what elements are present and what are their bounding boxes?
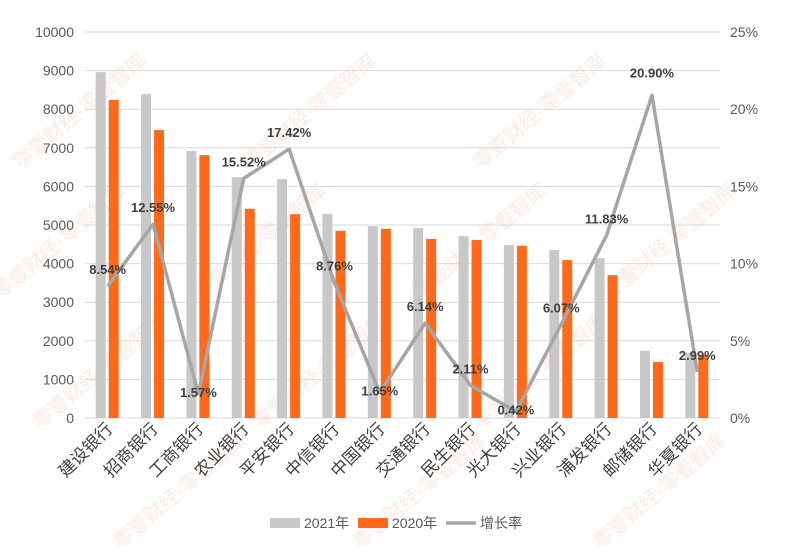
- data-label: 8.54%: [89, 262, 126, 277]
- bar-2021: [277, 179, 288, 418]
- data-label: 1.65%: [361, 384, 398, 399]
- data-label: 12.55%: [131, 200, 176, 215]
- bar-2020: [562, 260, 573, 418]
- growth-rate-line: [106, 93, 700, 414]
- legend: 2021年 2020年 增长率: [270, 515, 522, 531]
- bar-2020: [108, 99, 119, 418]
- legend-swatch: [270, 518, 300, 528]
- y-left-tick-label: 9000: [43, 63, 74, 79]
- y-left-tick-label: 7000: [43, 140, 74, 156]
- bar-2021: [413, 228, 424, 418]
- data-label: 1.57%: [180, 385, 217, 400]
- y-right-tick-label: 0%: [730, 410, 750, 426]
- bar-2020: [652, 362, 663, 418]
- bar-2021: [594, 258, 605, 418]
- bar-2021: [367, 226, 378, 418]
- bar-2020: [607, 275, 618, 418]
- y-left-tick-label: 5000: [43, 217, 74, 233]
- bar-2021: [503, 245, 514, 418]
- bar-2021: [458, 236, 469, 418]
- bar-2021: [231, 177, 242, 418]
- legend-label: 增长率: [480, 515, 522, 531]
- y-right-tick-label: 15%: [730, 178, 758, 194]
- bar-2021: [95, 72, 106, 419]
- watermark-text: 零壹财经·零壹智库: [188, 179, 330, 304]
- y-left-tick-label: 0: [66, 410, 74, 426]
- y-left-tick-label: 8000: [43, 101, 74, 117]
- bar-2021: [685, 352, 696, 418]
- data-label: 6.14%: [407, 299, 444, 314]
- y-left-tick-label: 10000: [35, 24, 74, 40]
- legend-label: 2020年: [392, 515, 437, 531]
- data-label: 2.99%: [679, 348, 716, 363]
- watermark-text: 零壹财经·零壹智库: [8, 49, 150, 174]
- bar-2021: [322, 213, 333, 418]
- bar-2021: [141, 94, 152, 419]
- y-right-tick-label: 10%: [730, 256, 758, 272]
- bar-2020: [244, 208, 255, 418]
- data-label: 17.42%: [267, 125, 312, 140]
- y-right-tick-label: 5%: [730, 333, 750, 349]
- y-left-tick-label: 3000: [43, 294, 74, 310]
- y-left-tick-label: 6000: [43, 178, 74, 194]
- y-left-tick-label: 4000: [43, 256, 74, 272]
- bar-2020: [426, 238, 437, 418]
- legend-label: 2021年: [304, 515, 349, 531]
- bar-2021: [186, 150, 197, 418]
- bar-2020: [698, 354, 709, 418]
- y-right-tick-label: 25%: [730, 24, 758, 40]
- y-right-tick-label: 20%: [730, 101, 758, 117]
- bar-2020: [471, 240, 482, 418]
- data-label: 11.83%: [585, 211, 629, 226]
- bar-2021: [639, 350, 650, 418]
- data-label: 0.42%: [497, 403, 534, 418]
- bar-2020: [154, 130, 165, 418]
- bar-2020: [290, 214, 301, 418]
- watermark-text: 零壹财经·零壹智库: [468, 309, 610, 434]
- legend-swatch: [358, 518, 388, 528]
- bar-2020: [516, 245, 527, 418]
- data-label: 20.90%: [630, 65, 675, 80]
- data-label: 15.52%: [222, 154, 267, 169]
- y-left-tick-label: 2000: [43, 333, 74, 349]
- bar-2020: [380, 228, 391, 418]
- data-label: 2.11%: [452, 361, 489, 376]
- watermark-text: 零壹财经·零壹智库: [588, 429, 730, 554]
- bar-2020: [335, 230, 346, 418]
- watermark-text: 零壹财经·零壹智库: [468, 49, 610, 174]
- bar-2020: [199, 155, 210, 418]
- y-left-tick-label: 1000: [43, 371, 74, 387]
- data-label: 8.76%: [316, 259, 353, 274]
- data-label: 6.07%: [543, 300, 580, 315]
